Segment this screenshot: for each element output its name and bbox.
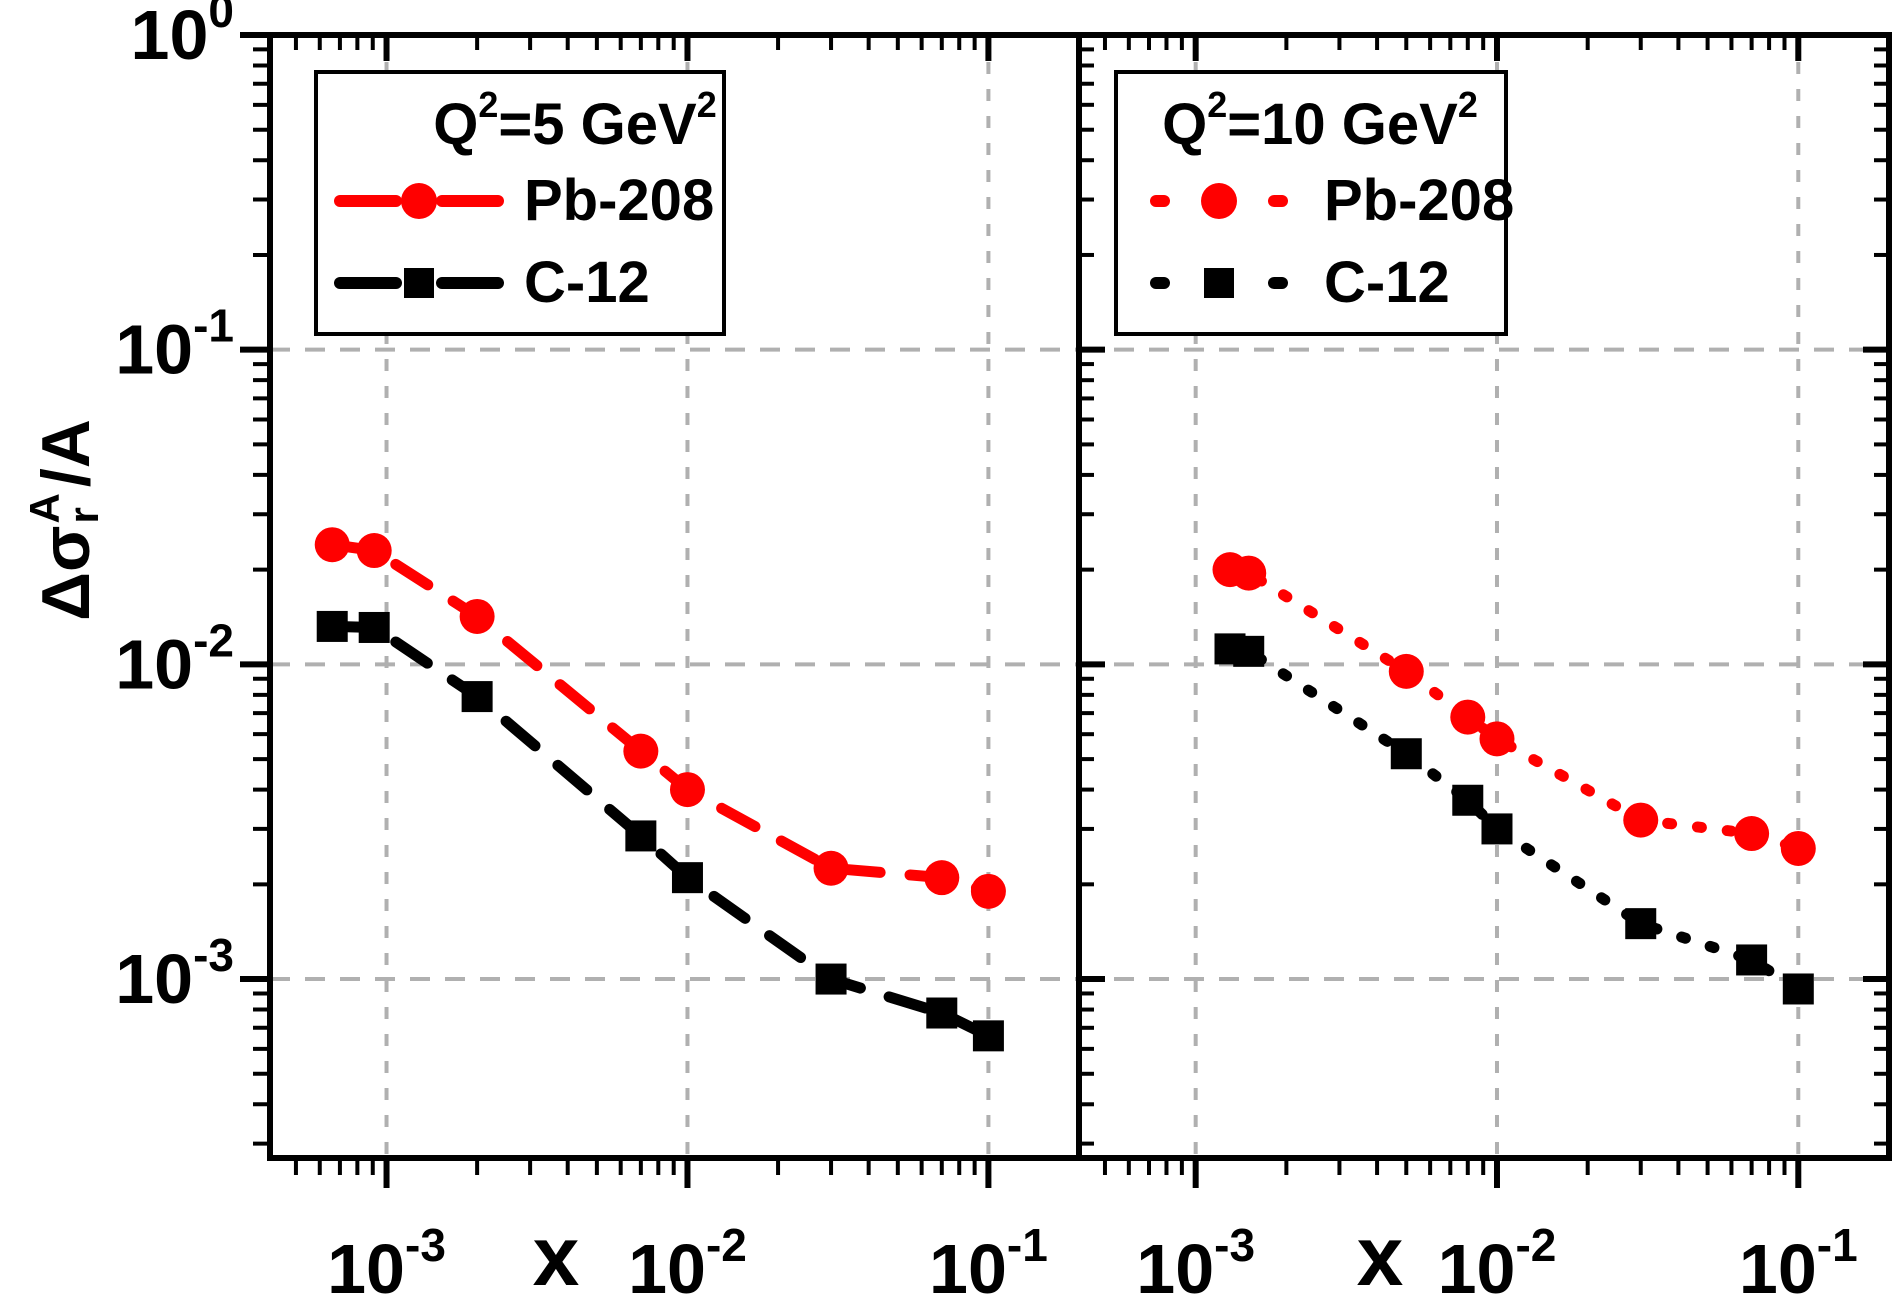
c-12-marker [815,963,847,995]
pb-208-marker [459,598,495,634]
y-axis-label-prefix: Δσ [28,525,104,621]
legend-title-q2-5: Q 2 =5 GeV 2 [433,84,717,157]
y-axis-label-sup: A [21,493,69,524]
pb-208-marker [1780,830,1816,866]
c-12-marker [1625,908,1657,940]
c-12-marker [1390,738,1422,770]
pb-208-marker [1734,816,1770,852]
c-12-marker [1782,973,1814,1005]
y-tick-label: 10-1 [115,300,234,389]
legend-entry-c12: C-12 [318,242,722,324]
legend-entry-pb208: Pb-208 [1118,160,1514,242]
pb-208-marker [1388,653,1424,689]
pb-208-line [1224,564,1804,854]
pb-208-marker [813,850,849,886]
y-tick-label: 100 [131,0,234,74]
pb-208-marker [970,873,1006,909]
pb-208-marker [356,533,392,569]
c-12-dotted-sample-icon [1150,268,1288,298]
pb-208-marker [924,860,960,896]
legend-label-pb208: Pb-208 [1324,168,1515,233]
legend-title-q2-10: Q 2 =10 GeV 2 [1162,84,1478,157]
legend-q2-10: Q 2 =10 GeV 2 Pb-208 C-12 [1114,70,1514,336]
c-12-line [326,620,994,1042]
legend-q2-5: Q 2 =5 GeV 2 Pb-208 C-12 [314,70,726,336]
x-tick-label: 10-3 [1136,1219,1255,1302]
x-axis-label-left: x [532,1209,580,1302]
pb-208-marker [669,772,705,808]
pb-208-marker [1450,699,1486,735]
y-tick-label: 10-2 [115,614,234,703]
c-12-marker [316,610,348,642]
pb-208-marker [1623,802,1659,838]
pb-208-line [326,539,994,897]
pb-208-marker [623,733,659,769]
y-axis-label-sub: r [60,507,107,524]
c-12-marker [461,681,493,713]
legend-label-c12: C-12 [524,250,650,315]
c-12-marker [671,862,703,894]
x-tick-label: 10-2 [628,1219,747,1302]
x-tick-label: 10-1 [1739,1219,1858,1302]
c-12-marker [926,997,958,1029]
pb-208-marker [1479,721,1515,757]
c-12-marker [625,820,657,852]
c-12-marker [1233,635,1265,667]
c-12-marker [1452,784,1484,816]
x-tick-label: 10-2 [1438,1219,1557,1302]
c-12-marker [358,611,390,643]
x-tick-label: 10-3 [327,1219,446,1302]
legend-label-pb208: Pb-208 [524,168,715,233]
legend-entry-pb208: Pb-208 [318,160,722,242]
pb-208-marker [1231,555,1267,591]
c-12-marker [1481,813,1513,845]
pb-208-line-sample-icon [334,183,504,219]
x-axis-label-right: x [1356,1209,1404,1302]
legend-entry-c12: C-12 [1118,242,1504,324]
x-tick-label: 10-1 [929,1219,1048,1302]
pb-208-marker [314,527,350,563]
c-12-marker [1736,944,1768,976]
c-12-line [1224,643,1804,995]
pb-208-dotted-sample-icon [1150,183,1288,219]
c-12-marker [972,1020,1004,1052]
y-tick-label: 10-3 [115,929,234,1018]
legend-label-c12: C-12 [1324,250,1450,315]
c-12-line-sample-icon [334,268,504,298]
y-axis-label-suffix: /A [28,419,104,488]
